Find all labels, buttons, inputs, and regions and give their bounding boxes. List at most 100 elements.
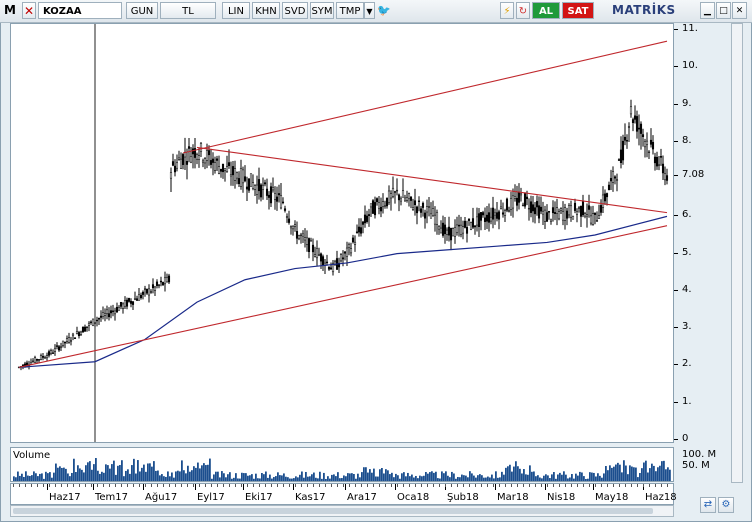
candle-body (655, 157, 659, 167)
candle-body (191, 148, 195, 155)
candle-body (47, 351, 51, 356)
candle-body (107, 313, 111, 318)
volume-bar (301, 471, 303, 481)
volume-bar (19, 475, 21, 481)
candle-body (357, 226, 361, 233)
minimize-icon[interactable]: ▁ (700, 2, 715, 19)
candle-body (349, 248, 353, 254)
sell-button[interactable]: SAT (562, 2, 594, 19)
volume-bar (239, 478, 241, 481)
price-tick-mark (674, 252, 678, 254)
volume-bar (509, 464, 511, 481)
volume-bar (495, 471, 497, 481)
sym-button[interactable]: SYM (310, 2, 334, 19)
volume-bar (481, 475, 483, 481)
volume-bar (493, 478, 495, 481)
date-minor-tick (319, 484, 320, 487)
flash-icon[interactable]: ⚡ (500, 2, 514, 19)
candle-body (609, 178, 613, 182)
candle-body (231, 166, 235, 176)
currency-button[interactable]: TL (160, 2, 216, 19)
volume-bar (261, 473, 263, 481)
candle-body (481, 212, 485, 216)
candle-body (115, 306, 119, 313)
symbol-input[interactable]: KOZAA (38, 2, 122, 19)
template-button[interactable]: TMP (336, 2, 364, 19)
candle-body (153, 286, 157, 291)
scroll-thumb[interactable] (13, 508, 653, 514)
candle-body (415, 206, 419, 214)
date-minor-tick (283, 484, 284, 487)
volume-bar (97, 470, 99, 481)
settings-icon[interactable]: ⚙ (718, 497, 734, 513)
candle-body (291, 225, 295, 230)
date-minor-tick (379, 484, 380, 487)
candle-body (205, 150, 209, 161)
volume-bar (413, 477, 415, 481)
volume-bar (103, 472, 105, 481)
template-dropdown-icon[interactable]: ▼ (364, 2, 375, 19)
candle-body (473, 225, 477, 228)
refresh-icon[interactable]: ↻ (516, 2, 530, 19)
date-minor-tick (499, 484, 500, 487)
price-tick-mark (674, 439, 678, 440)
volume-bar (211, 478, 213, 481)
volume-bar (591, 472, 593, 481)
candle-body (275, 196, 279, 202)
candle-body (525, 196, 529, 199)
candle-body (117, 307, 121, 311)
date-tick-mark (195, 484, 196, 490)
volume-bar (605, 465, 607, 481)
price-chart-panel[interactable] (10, 23, 674, 443)
candle-body (605, 193, 609, 198)
date-minor-tick (445, 484, 446, 487)
horizontal-scrollbar[interactable] (10, 505, 674, 517)
candle-body (329, 267, 333, 270)
volume-bar (455, 478, 457, 481)
maximize-icon[interactable]: □ (716, 2, 731, 19)
volume-bar (511, 471, 513, 481)
volume-bar (185, 473, 187, 481)
date-minor-tick (481, 484, 482, 487)
date-tick-mark (345, 484, 346, 490)
volume-bar (219, 477, 221, 481)
volume-panel[interactable] (10, 447, 674, 482)
date-tick-label: Nis18 (547, 492, 576, 503)
date-minor-tick (529, 484, 530, 487)
svd-button[interactable]: SVD (282, 2, 308, 19)
candle-body (377, 202, 381, 209)
candle-body (521, 204, 525, 207)
volume-bar (529, 465, 531, 481)
date-minor-tick (421, 484, 422, 487)
date-minor-tick (181, 484, 182, 487)
candle-body (75, 331, 79, 334)
candle-body (441, 222, 445, 236)
buy-button[interactable]: AL (532, 2, 560, 19)
volume-bar (585, 478, 587, 481)
candle-body (365, 215, 369, 222)
candle-body (339, 254, 343, 262)
scale-button[interactable]: LIN (222, 2, 250, 19)
twitter-icon[interactable]: 🐦 (377, 4, 391, 17)
candle-body (273, 193, 277, 200)
vertical-scrollbar[interactable] (731, 23, 743, 483)
khn-button[interactable]: KHN (252, 2, 280, 19)
price-tick-label: 9. (682, 97, 692, 109)
date-minor-tick (559, 484, 560, 487)
price-tick-label: 6. (682, 209, 692, 221)
candle-body (29, 362, 33, 365)
volume-bar (109, 468, 111, 481)
candle-body (665, 175, 669, 181)
period-button[interactable]: GUN (126, 2, 158, 19)
sync-icon[interactable]: ⇄ (700, 497, 716, 513)
close-symbol-icon[interactable]: ✕ (22, 2, 36, 19)
volume-bar (409, 476, 411, 481)
candle-body (467, 218, 471, 221)
volume-bar (231, 478, 233, 481)
volume-bar (47, 473, 49, 481)
candle-body (109, 310, 113, 314)
volume-bar (15, 477, 17, 481)
date-tick-label: Şub18 (447, 492, 479, 503)
candle-body (239, 168, 243, 187)
close-window-icon[interactable]: ✕ (732, 2, 747, 19)
